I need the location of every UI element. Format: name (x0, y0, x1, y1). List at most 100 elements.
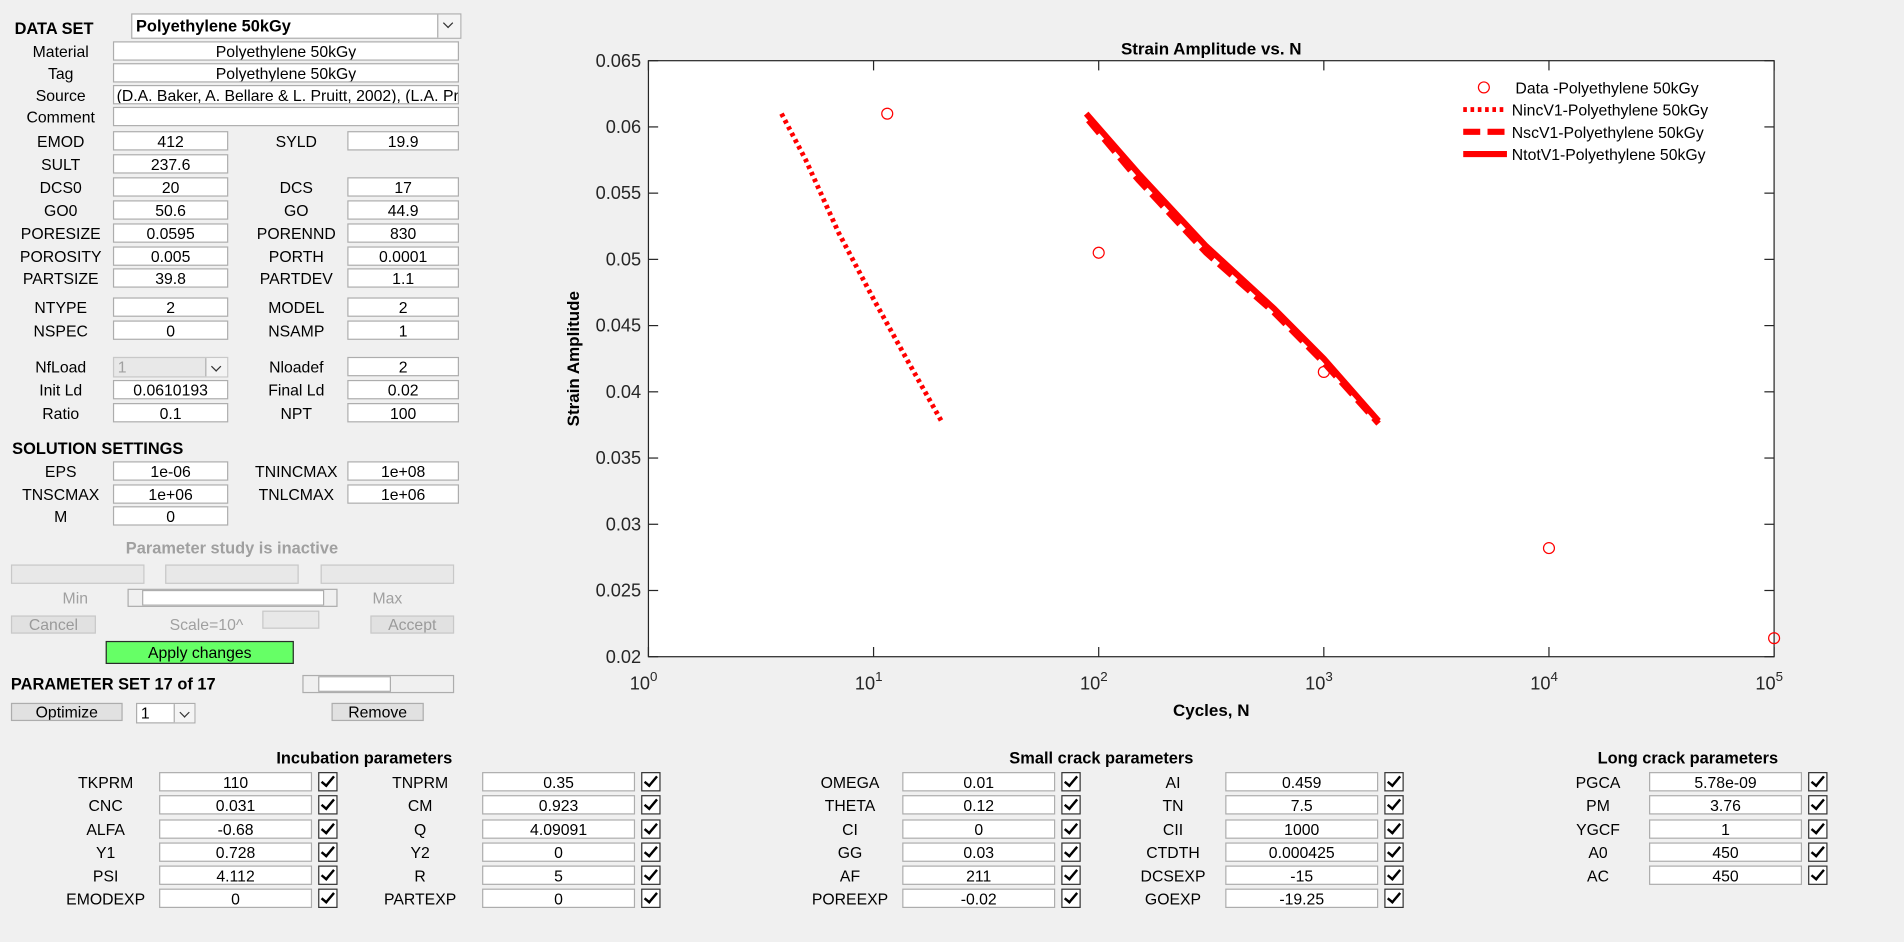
param-field[interactable]: -0.68 (159, 819, 313, 839)
checkbox[interactable] (1061, 842, 1081, 862)
select-arrow[interactable] (173, 704, 195, 723)
checkbox[interactable] (641, 865, 661, 885)
text-field[interactable]: 20 (112, 177, 229, 197)
field-label: TNSCMAX (22, 484, 100, 504)
text-field[interactable]: (D.A. Baker, A. Bellare & L. Pruitt, 200… (112, 84, 460, 105)
checkbox[interactable] (1061, 772, 1081, 792)
checkbox[interactable] (318, 865, 338, 885)
checkbox[interactable] (1808, 842, 1828, 862)
param-field[interactable]: 4.112 (159, 865, 313, 885)
checkbox[interactable] (1061, 888, 1081, 908)
text-field[interactable]: 0 (112, 506, 229, 526)
checkbox[interactable] (1061, 819, 1081, 839)
checkbox[interactable] (1384, 888, 1404, 908)
text-field[interactable] (112, 106, 460, 127)
param-field[interactable]: 4.09091 (482, 819, 636, 839)
checkbox[interactable] (1808, 819, 1828, 839)
remove-button[interactable]: Remove (331, 702, 424, 722)
checkbox[interactable] (318, 795, 338, 815)
text-field[interactable]: 0.02 (347, 379, 460, 400)
param-field[interactable]: 1000 (1225, 819, 1379, 839)
param-field[interactable]: 0.923 (482, 795, 636, 815)
text-field[interactable]: 0 (112, 320, 229, 340)
text-field[interactable]: 1e-06 (112, 461, 229, 481)
data-set-select[interactable]: Polyethylene 50kGy (131, 13, 462, 39)
text-field[interactable]: 830 (347, 223, 460, 243)
param-field[interactable]: 0 (159, 888, 313, 908)
disabled-dropdown: 1 (112, 356, 229, 378)
text-field[interactable]: 100 (347, 403, 460, 423)
param-field[interactable]: -19.25 (1225, 888, 1379, 908)
text-field[interactable]: 1e+06 (347, 484, 460, 504)
checkbox[interactable] (641, 772, 661, 792)
text-field[interactable]: Polyethylene 50kGy (112, 41, 460, 61)
param-field[interactable]: 0.031 (159, 795, 313, 815)
param-field[interactable]: 0.35 (482, 772, 636, 792)
param-field[interactable]: 0 (482, 888, 636, 908)
text-field[interactable]: 2 (347, 356, 460, 377)
text-field[interactable]: 39.8 (112, 268, 229, 288)
text-field[interactable]: 412 (112, 131, 229, 151)
text-field[interactable]: 1e+06 (112, 484, 229, 504)
text-field[interactable]: 1.1 (347, 268, 460, 288)
checkbox[interactable] (1384, 795, 1404, 815)
checkbox[interactable] (1384, 819, 1404, 839)
param-field[interactable]: 450 (1649, 865, 1803, 885)
checkbox[interactable] (318, 772, 338, 792)
param-field[interactable]: -15 (1225, 865, 1379, 885)
checkbox[interactable] (318, 842, 338, 862)
checkbox[interactable] (1808, 795, 1828, 815)
param-field[interactable]: 0.000425 (1225, 842, 1379, 862)
text-field[interactable]: 1 (347, 320, 460, 340)
param-field[interactable]: 5.78e-09 (1649, 772, 1803, 792)
param-field[interactable]: 7.5 (1225, 795, 1379, 815)
param-field[interactable]: 0.01 (902, 772, 1056, 792)
param-field[interactable]: 5 (482, 865, 636, 885)
set-slider-thumb[interactable] (318, 676, 392, 692)
param-field[interactable]: 0.03 (902, 842, 1056, 862)
param-field[interactable]: 0.12 (902, 795, 1056, 815)
checkbox[interactable] (641, 819, 661, 839)
x-tick-base: 10 (1080, 673, 1100, 693)
param-field[interactable]: -0.02 (902, 888, 1056, 908)
text-field[interactable]: 17 (347, 177, 460, 197)
text-field[interactable]: 237.6 (112, 154, 229, 174)
param-field[interactable]: 0.728 (159, 842, 313, 862)
param-field[interactable]: 0.459 (1225, 772, 1379, 792)
param-field[interactable]: 3.76 (1649, 795, 1803, 815)
param-field[interactable]: 0 (902, 819, 1056, 839)
text-field[interactable]: 0.0001 (347, 246, 460, 266)
optimize-button[interactable]: Optimize (10, 702, 123, 722)
text-field[interactable]: Polyethylene 50kGy (112, 63, 460, 83)
text-field[interactable]: 0.0610193 (112, 379, 229, 400)
checkbox[interactable] (318, 888, 338, 908)
param-field[interactable]: 450 (1649, 842, 1803, 862)
checkbox[interactable] (641, 888, 661, 908)
text-field[interactable]: 0.005 (112, 246, 229, 266)
checkbox[interactable] (641, 842, 661, 862)
apply-button[interactable]: Apply changes (105, 640, 294, 665)
text-field[interactable]: 19.9 (347, 131, 460, 151)
checkbox[interactable] (1808, 865, 1828, 885)
text-field[interactable]: 44.9 (347, 200, 460, 220)
param-field[interactable]: 110 (159, 772, 313, 792)
text-field[interactable]: 0.1 (112, 403, 229, 423)
checkbox[interactable] (641, 795, 661, 815)
checkbox[interactable] (1808, 772, 1828, 792)
checkbox[interactable] (1061, 865, 1081, 885)
field-label: Ratio (42, 403, 80, 422)
param-field[interactable]: 211 (902, 865, 1056, 885)
text-field[interactable]: 50.6 (112, 200, 229, 220)
checkbox[interactable] (318, 819, 338, 839)
checkbox[interactable] (1384, 865, 1404, 885)
text-field[interactable]: 2 (112, 297, 229, 317)
checkbox[interactable] (1384, 842, 1404, 862)
param-field[interactable]: 1 (1649, 819, 1803, 839)
checkbox[interactable] (1384, 772, 1404, 792)
text-field[interactable]: 0.0595 (112, 223, 229, 243)
checkbox[interactable] (1061, 795, 1081, 815)
select-arrow[interactable] (437, 14, 461, 38)
text-field[interactable]: 1e+08 (347, 461, 460, 481)
param-field[interactable]: 0 (482, 842, 636, 862)
text-field[interactable]: 2 (347, 297, 460, 317)
